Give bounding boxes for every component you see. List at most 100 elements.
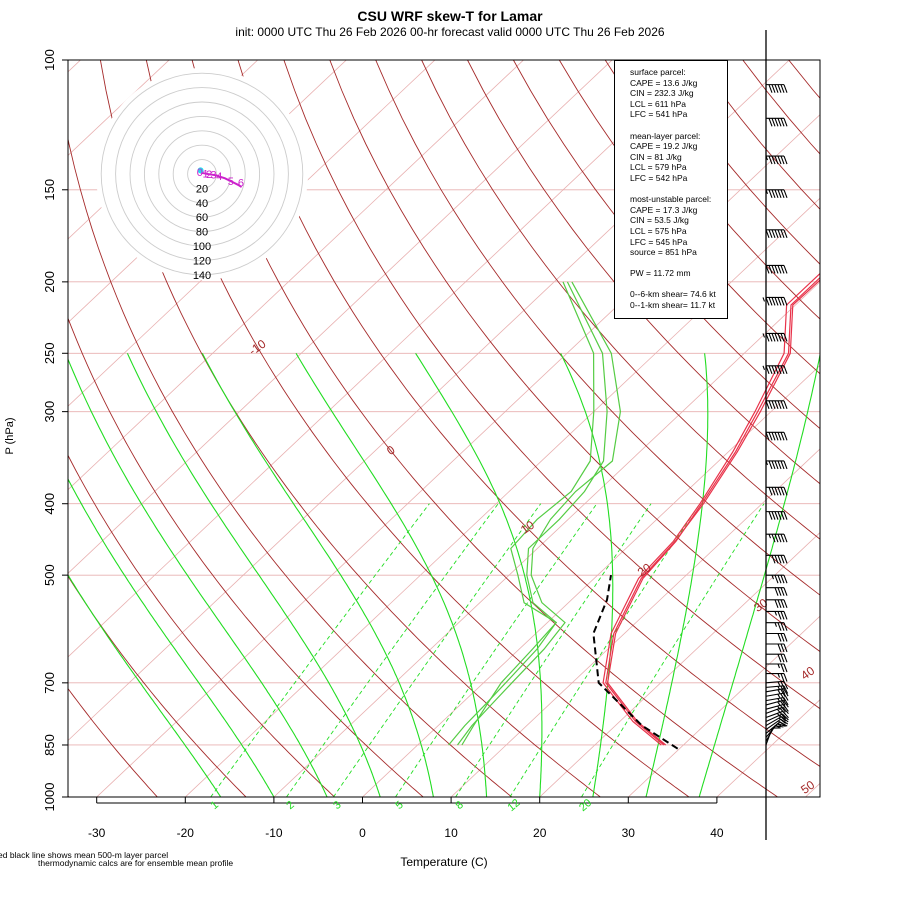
mixing-ratio-label: 20 <box>577 797 594 814</box>
wind-barb-flag <box>774 297 779 306</box>
dry-adiabat <box>145 60 690 797</box>
wind-barb-flag <box>774 365 779 375</box>
dewpoint-trace <box>448 281 595 746</box>
y-tick-label: 400 <box>42 493 57 515</box>
isotherm-line <box>184 197 820 797</box>
wind-barb-flag <box>771 365 776 375</box>
moist-adiabat <box>645 353 709 797</box>
wind-barb-flag <box>780 704 786 713</box>
hodograph-ring <box>172 144 232 204</box>
footnote-parcel: ed black line shows mean 500-m layer par… <box>0 850 169 860</box>
wind-barb-half-flag <box>774 611 778 616</box>
wind-barb-half-flag <box>762 297 766 302</box>
dry-adiabat <box>421 60 820 540</box>
wind-barb-flag <box>771 333 776 342</box>
wind-barb-half-flag <box>762 365 766 371</box>
wind-barb-flag <box>768 189 773 198</box>
wind-barb-flag <box>780 611 785 620</box>
wind-barb-flag <box>782 699 789 708</box>
wind-barb-flag <box>780 511 785 520</box>
hodograph-height-label: 4 <box>216 171 222 183</box>
dry-adiabat <box>99 60 602 797</box>
wind-barb-flag <box>783 673 788 682</box>
wind-barb-half-flag <box>777 681 781 686</box>
wind-barb-flag <box>783 189 788 198</box>
most-unstable-lfc: LFC = 545 hPa <box>630 236 688 247</box>
dry-adiabat <box>68 454 336 797</box>
wind-barb-flag <box>777 400 782 409</box>
surface-parcel-block: surface parcel: CAPE = 13.6 J/kg CIN = 2… <box>630 67 723 120</box>
parcel-trace <box>592 574 679 750</box>
wind-barb-flag <box>774 487 779 496</box>
wind-barb-flag <box>779 714 787 722</box>
wind-barb-flag <box>780 681 786 690</box>
wind-barb-half-flag <box>776 708 781 713</box>
wind-barb-flag <box>783 118 788 127</box>
wind-barb-flag <box>768 432 773 441</box>
dry-adiabat <box>375 60 820 596</box>
isotherm-line <box>539 532 820 797</box>
wind-barb-flag <box>780 265 785 274</box>
hodograph-height-label: 1 <box>203 168 209 180</box>
wind-barb-flag <box>768 365 773 375</box>
wind-barb-flag <box>777 574 782 584</box>
wind-barb-half-flag <box>765 155 769 161</box>
wind-barb-half-flag <box>765 460 769 466</box>
hodograph-ring-label: 20 <box>196 183 208 195</box>
wind-barb-flag <box>780 229 785 239</box>
wind-barb-flag <box>780 643 785 653</box>
wind-barb-flag <box>774 534 779 543</box>
wind-barb-flag <box>783 685 789 694</box>
wind-barb-flag <box>777 297 782 306</box>
y-tick-label: 500 <box>42 564 57 586</box>
wind-barb-flag <box>774 118 779 127</box>
wind-barb-flag <box>783 611 788 620</box>
mixing-ratio-label: 5 <box>393 799 405 812</box>
wind-barb-flag <box>780 118 785 127</box>
footnote-calcs: thermodynamic calcs are for ensemble mea… <box>38 858 234 868</box>
surface-cin: CIN = 232.3 J/kg <box>630 88 694 99</box>
hodograph-origin-marker <box>197 167 204 174</box>
wind-barb-flag <box>777 365 782 375</box>
wind-barb-flag <box>783 333 788 342</box>
x-tick-label: 10 <box>444 826 458 840</box>
wind-barb-flag <box>777 643 782 653</box>
mixing-ratio-line <box>581 503 765 797</box>
wind-barb-half-flag <box>777 705 781 710</box>
hodograph-ring-label: 60 <box>196 212 208 224</box>
wind-barb-flag <box>777 633 782 642</box>
wind-barb-flag <box>771 118 776 127</box>
dry-adiabat <box>329 60 820 653</box>
mean-layer-lfc: LFC = 542 hPa <box>630 172 688 183</box>
wind-barb-flag <box>777 333 782 342</box>
wind-barb-flag <box>780 693 786 702</box>
dry-adiabat <box>881 60 900 813</box>
wind-barb-flag <box>768 229 773 239</box>
wind-barb-flag <box>780 587 785 596</box>
hodograph-ring <box>115 87 289 261</box>
hodograph: 20 40 60 80 100 120 140 0 123 4 5 6 <box>96 68 308 282</box>
wind-barb-flag <box>765 265 770 274</box>
temperature-trace <box>606 276 820 746</box>
wind-barb-flag <box>774 460 779 470</box>
hodograph-ring-label: 140 <box>193 270 211 282</box>
mixing-ratio-line <box>509 503 701 797</box>
x-tick-label: 40 <box>710 826 724 840</box>
hodograph-background <box>96 68 308 280</box>
wind-barb-half-flag <box>777 673 781 678</box>
wind-barb-flag <box>783 574 788 584</box>
hodograph-height-label: 0 <box>197 167 203 179</box>
stats-box: surface parcel: CAPE = 13.6 J/kg CIN = 2… <box>614 60 728 319</box>
wind-barb-flag <box>777 84 782 93</box>
wind-barb-flag <box>780 189 785 198</box>
x-tick-label: -10 <box>265 826 283 840</box>
wind-barb-flag <box>780 622 785 631</box>
most-unstable-cin: CIN = 53.5 J/kg <box>630 215 689 226</box>
wind-barb-flag <box>780 155 785 165</box>
hodograph-height-label: 2 <box>206 169 212 181</box>
wind-barb-flag <box>774 587 779 596</box>
dry-adiabat <box>467 60 820 485</box>
isotherm-line <box>627 615 820 797</box>
wind-barb-flag <box>777 189 782 198</box>
